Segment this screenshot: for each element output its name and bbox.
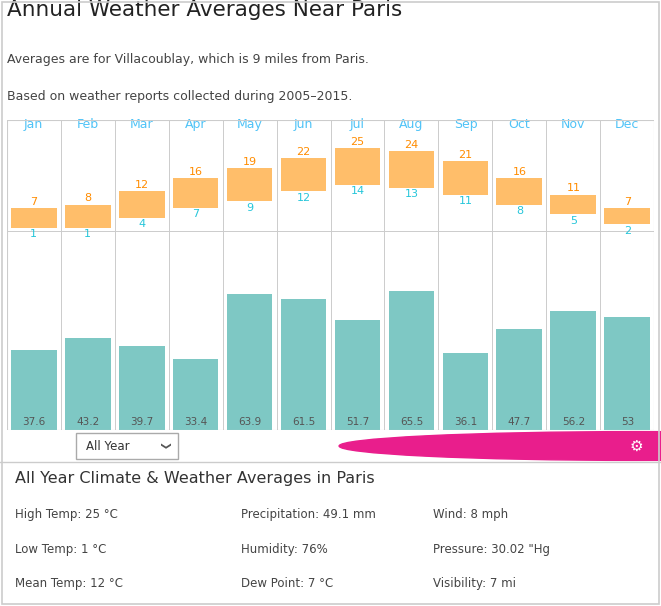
Text: 14: 14 [350, 186, 365, 196]
Bar [280, 158, 327, 191]
Text: 47.7: 47.7 [508, 418, 531, 427]
Text: 7: 7 [624, 196, 631, 207]
Bar [389, 291, 434, 430]
Text: 1: 1 [30, 229, 37, 239]
Text: Aug: Aug [399, 118, 424, 131]
Text: Visibility: 7 mi: Visibility: 7 mi [433, 577, 516, 590]
Text: 56.2: 56.2 [562, 418, 585, 427]
Text: Based on weather reports collected during 2005–2015.: Based on weather reports collected durin… [7, 90, 352, 103]
Bar [496, 328, 543, 430]
Text: 53: 53 [621, 418, 634, 427]
Text: 5: 5 [570, 216, 577, 226]
Text: Sep: Sep [453, 118, 477, 131]
Text: 25: 25 [350, 137, 365, 147]
Text: ⚙: ⚙ [630, 439, 643, 453]
Text: Mar: Mar [130, 118, 153, 131]
Bar [604, 318, 650, 430]
Text: Dec: Dec [615, 118, 640, 131]
Bar [442, 161, 488, 195]
Text: 22: 22 [296, 147, 311, 157]
Text: Humidity: 76%: Humidity: 76% [241, 542, 328, 556]
Text: 7: 7 [192, 209, 199, 219]
Text: Wind: 8 mph: Wind: 8 mph [433, 508, 508, 521]
Text: 11: 11 [566, 183, 580, 193]
Bar [280, 299, 327, 430]
Text: 1: 1 [84, 229, 91, 239]
Text: 16: 16 [512, 167, 526, 177]
Text: 2: 2 [624, 226, 631, 236]
Bar [11, 208, 57, 228]
Text: 11: 11 [459, 196, 473, 206]
Text: Jul: Jul [350, 118, 365, 131]
Text: 39.7: 39.7 [130, 418, 153, 427]
Bar [11, 350, 57, 430]
Bar [389, 152, 434, 188]
Bar [65, 205, 110, 228]
Bar [551, 195, 596, 215]
Bar [334, 320, 381, 430]
Text: 12: 12 [296, 193, 311, 202]
Bar [118, 191, 165, 218]
Text: ❯: ❯ [159, 442, 169, 450]
Bar [442, 353, 488, 430]
Text: 37.6: 37.6 [22, 418, 45, 427]
Circle shape [339, 431, 661, 461]
Bar [173, 178, 219, 208]
Text: 12: 12 [134, 180, 149, 190]
Text: 7: 7 [30, 196, 37, 207]
Text: May: May [237, 118, 262, 131]
Bar [496, 178, 543, 205]
Text: Oct: Oct [508, 118, 530, 131]
Text: Feb: Feb [77, 118, 98, 131]
Text: Showing:: Showing: [15, 439, 79, 453]
Text: 43.2: 43.2 [76, 418, 99, 427]
Bar [604, 208, 650, 224]
Text: 9: 9 [246, 202, 253, 213]
Text: 36.1: 36.1 [454, 418, 477, 427]
Text: All Year: All Year [86, 439, 130, 453]
Text: 61.5: 61.5 [292, 418, 315, 427]
Text: 65.5: 65.5 [400, 418, 423, 427]
Text: 8: 8 [516, 206, 523, 216]
Text: 33.4: 33.4 [184, 418, 207, 427]
Text: Annual Weather Averages Near Paris: Annual Weather Averages Near Paris [7, 0, 402, 20]
Text: Averages are for Villacoublay, which is 9 miles from Paris.: Averages are for Villacoublay, which is … [7, 53, 368, 66]
Text: Low Temp: 1 °C: Low Temp: 1 °C [15, 542, 106, 556]
Text: Nov: Nov [561, 118, 586, 131]
Text: Pressure: 30.02 "Hg: Pressure: 30.02 "Hg [433, 542, 550, 556]
Text: Mean Temp: 12 °C: Mean Temp: 12 °C [15, 577, 122, 590]
Text: 19: 19 [243, 157, 256, 167]
Text: Jun: Jun [294, 118, 313, 131]
Text: All Year Climate & Weather Averages in Paris: All Year Climate & Weather Averages in P… [15, 471, 374, 485]
Bar [227, 294, 272, 430]
Text: 24: 24 [405, 140, 418, 150]
Text: Apr: Apr [185, 118, 206, 131]
Text: 4: 4 [138, 219, 145, 229]
Text: Precipitation: 49.1 mm: Precipitation: 49.1 mm [241, 508, 376, 521]
FancyBboxPatch shape [76, 433, 178, 459]
Text: 13: 13 [405, 189, 418, 199]
Bar [173, 359, 219, 430]
Bar [118, 345, 165, 430]
Text: 16: 16 [188, 167, 202, 177]
Text: 51.7: 51.7 [346, 418, 369, 427]
Text: 8: 8 [84, 193, 91, 203]
Text: High Temp: 25 °C: High Temp: 25 °C [15, 508, 118, 521]
Text: 63.9: 63.9 [238, 418, 261, 427]
Bar [227, 168, 272, 201]
Bar [334, 148, 381, 185]
Bar [65, 338, 110, 430]
Text: Dew Point: 7 °C: Dew Point: 7 °C [241, 577, 334, 590]
Bar [551, 310, 596, 430]
Text: Jan: Jan [24, 118, 43, 131]
Text: 21: 21 [458, 150, 473, 160]
